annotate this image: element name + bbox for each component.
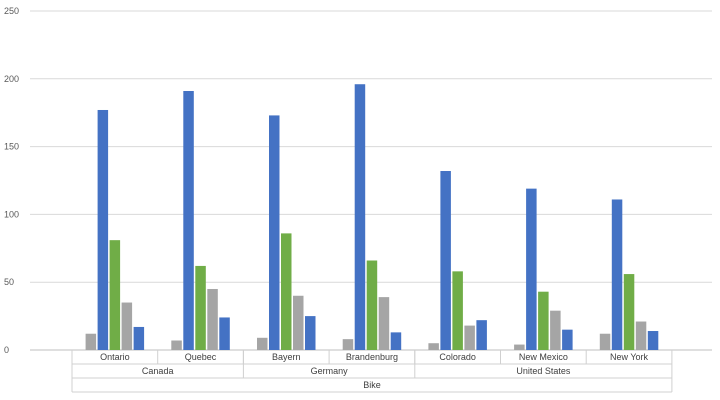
x-axis-categories: Ontario Quebec Bayern Brandenburg Colorado Ne… [71,350,673,393]
bar [85,333,97,350]
bar [109,240,121,350]
top-group-label: Bike [363,380,381,390]
bar [121,302,133,350]
y-axis: 0 50 100 150 200 250 [4,6,19,355]
bar [378,297,390,350]
bar [281,233,292,350]
category-label: New York [610,352,649,362]
bar [133,326,145,350]
bar [647,331,659,350]
y-tick-label: 200 [4,74,19,84]
bar [623,274,635,350]
category-label: Ontario [100,352,130,362]
bar [354,84,366,350]
bar [305,316,316,350]
y-tick-label: 0 [4,345,9,355]
bar [514,344,525,350]
bar [635,321,647,350]
category-label: New Mexico [519,352,568,362]
bar [526,188,537,350]
category-label: Colorado [439,352,476,362]
bar [293,295,304,350]
y-tick-label: 50 [4,277,14,287]
bar [257,337,268,350]
bar [366,260,378,350]
bar [452,271,463,350]
group-label: Germany [311,366,349,376]
bar [428,343,439,350]
y-tick-label: 250 [4,6,19,16]
bar [195,265,206,350]
bar [550,310,561,350]
group-label: Canada [142,366,174,376]
y-tick-label: 100 [4,209,19,219]
y-tick-label: 150 [4,142,19,152]
bar [97,109,109,350]
bar [440,171,451,350]
bar [390,332,402,350]
bar [599,333,611,350]
bar [538,291,549,350]
bar [219,317,230,350]
category-label: Bayern [272,352,301,362]
category-label: Quebec [185,352,217,362]
bar [562,329,573,350]
gridlines [30,10,712,351]
bar [476,320,487,350]
category-label: Brandenburg [346,352,398,362]
bar [342,339,354,350]
bar [464,325,475,350]
bar [171,340,182,350]
bar-series [85,84,659,350]
group-label: United States [516,366,571,376]
bar [611,199,623,350]
bar [269,115,280,350]
bar [183,91,194,350]
bar [207,288,218,350]
